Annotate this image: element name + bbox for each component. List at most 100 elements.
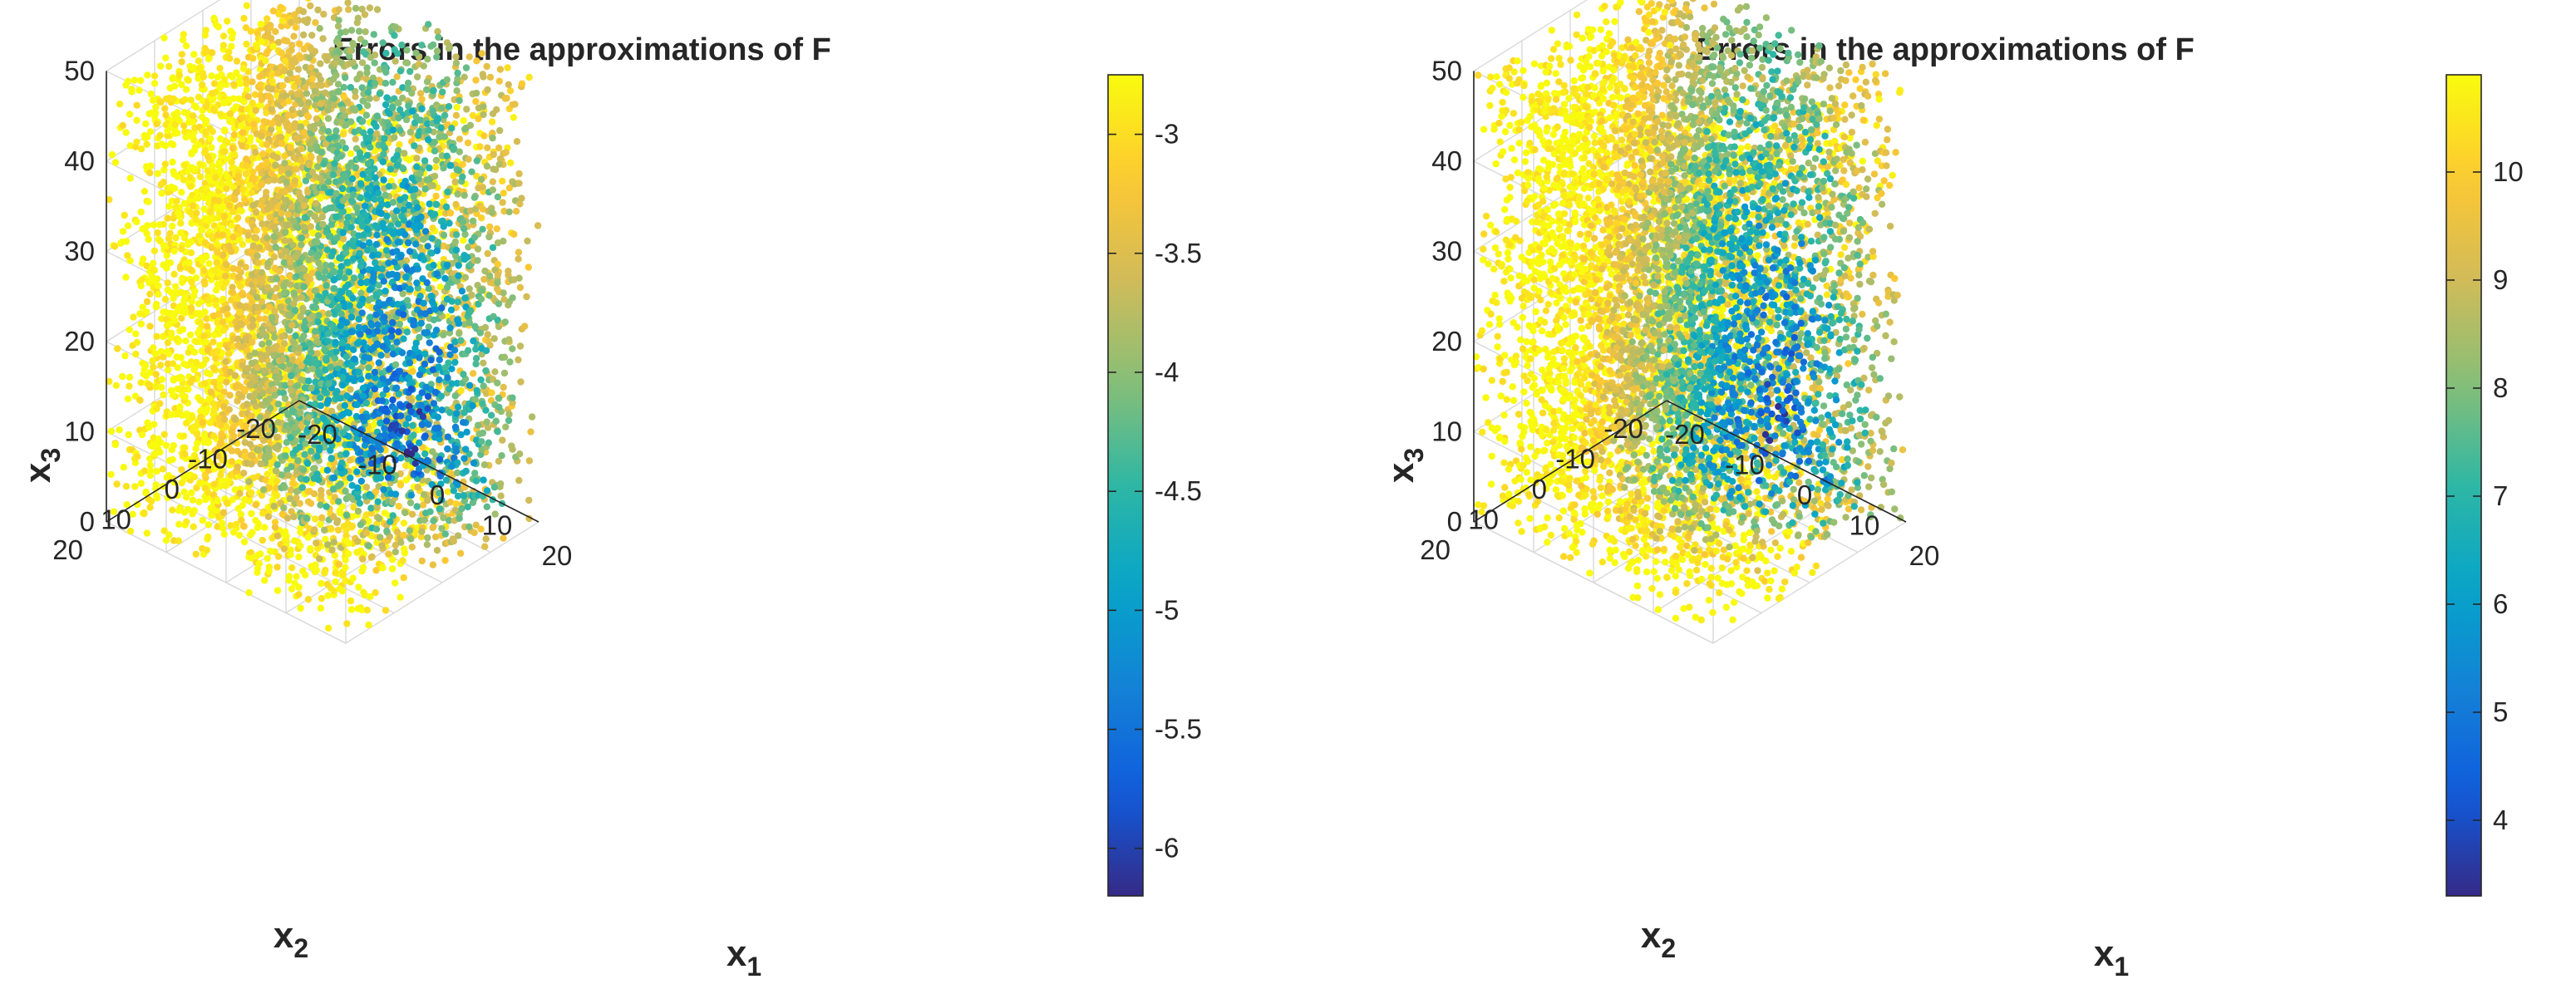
data-point — [224, 173, 231, 180]
data-point — [272, 27, 279, 36]
data-point — [198, 347, 205, 355]
data-point — [192, 215, 199, 223]
data-point — [189, 202, 197, 209]
data-point — [206, 419, 214, 426]
data-point — [238, 179, 245, 186]
data-point — [169, 158, 176, 166]
data-point — [137, 145, 145, 153]
data-point — [201, 433, 209, 440]
data-point — [170, 140, 177, 149]
data-point — [278, 332, 286, 341]
data-point — [339, 197, 347, 204]
data-point — [314, 368, 322, 376]
data-point — [271, 333, 278, 341]
data-point — [331, 276, 338, 283]
data-point — [200, 438, 208, 446]
data-point — [260, 118, 268, 125]
data-point — [362, 28, 369, 36]
data-point — [125, 431, 132, 439]
data-point — [335, 560, 343, 568]
data-point — [218, 431, 225, 438]
gridline — [106, 521, 347, 644]
data-point — [336, 41, 343, 48]
data-point — [164, 494, 171, 501]
data-point — [243, 40, 250, 48]
data-point — [184, 167, 192, 175]
data-point — [143, 298, 151, 306]
data-point — [270, 503, 278, 510]
data-point — [227, 248, 235, 255]
data-point — [116, 101, 124, 108]
data-point — [313, 163, 322, 170]
data-point — [347, 47, 354, 55]
data-point — [192, 274, 200, 282]
data-point — [187, 304, 195, 312]
data-point — [289, 242, 297, 249]
data-point — [180, 176, 188, 184]
data-point — [365, 542, 372, 549]
data-point — [145, 423, 153, 431]
data-point — [323, 503, 330, 510]
data-point — [122, 483, 131, 490]
data-point — [358, 117, 367, 125]
data-point — [223, 499, 231, 507]
data-point — [273, 532, 282, 540]
data-point — [273, 460, 281, 469]
data-point — [309, 303, 317, 311]
data-point — [347, 150, 355, 157]
data-point — [220, 126, 229, 134]
data-point — [285, 573, 293, 580]
data-point — [158, 315, 165, 322]
data-point — [272, 161, 279, 169]
data-point — [307, 2, 314, 10]
data-point — [146, 504, 154, 511]
data-point — [134, 453, 141, 460]
data-point — [224, 17, 231, 25]
data-point — [226, 55, 234, 62]
data-point — [126, 326, 133, 333]
data-point — [342, 556, 349, 563]
data-point — [196, 160, 204, 168]
data-point — [291, 537, 298, 544]
data-point — [358, 567, 366, 575]
data-point — [318, 149, 325, 156]
data-point — [270, 176, 278, 184]
data-point — [342, 563, 349, 572]
data-point — [313, 359, 320, 367]
data-point — [349, 237, 357, 244]
data-point — [315, 312, 323, 319]
data-point — [239, 289, 246, 297]
data-point — [241, 195, 249, 203]
data-point — [271, 308, 278, 315]
data-point — [186, 174, 194, 181]
data-point — [189, 376, 196, 383]
data-point — [170, 95, 177, 103]
data-point — [183, 86, 190, 93]
data-point — [337, 263, 345, 270]
data-point — [219, 42, 228, 49]
data-point — [330, 474, 338, 481]
data-point — [134, 500, 141, 509]
data-point — [317, 175, 324, 182]
data-point — [323, 466, 332, 474]
data-point — [243, 155, 250, 163]
data-point — [290, 300, 298, 308]
data-point — [298, 362, 305, 370]
data-point — [147, 90, 155, 98]
data-point — [303, 475, 310, 484]
data-point — [161, 160, 169, 168]
data-point — [164, 339, 172, 347]
data-point — [178, 479, 185, 487]
data-point — [237, 320, 244, 327]
data-point — [248, 460, 255, 468]
data-point — [349, 59, 357, 66]
data-point — [298, 241, 305, 248]
data-point — [210, 106, 218, 113]
data-point — [177, 229, 185, 237]
data-point — [295, 344, 303, 352]
data-point — [219, 295, 227, 303]
data-point — [229, 145, 237, 152]
data-point — [338, 588, 347, 595]
data-point — [257, 214, 264, 222]
data-point — [180, 305, 187, 312]
